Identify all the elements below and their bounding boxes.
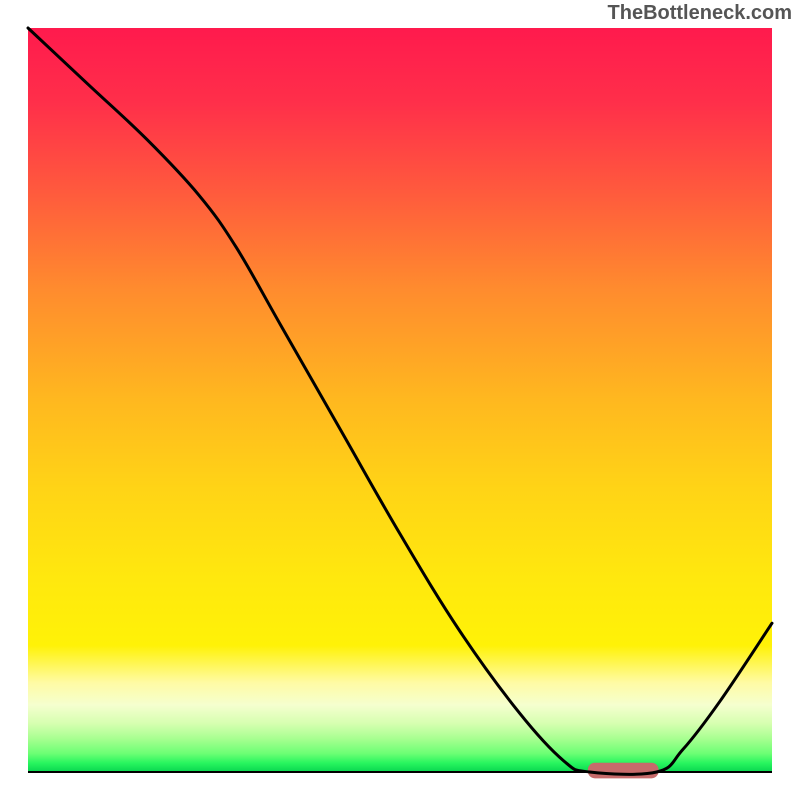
- watermark-text: TheBottleneck.com: [608, 2, 792, 25]
- plot-background: [28, 28, 772, 772]
- gradient-chart: [0, 0, 800, 800]
- optimum-marker: [588, 763, 659, 779]
- chart-container: TheBottleneck.com: [0, 0, 800, 800]
